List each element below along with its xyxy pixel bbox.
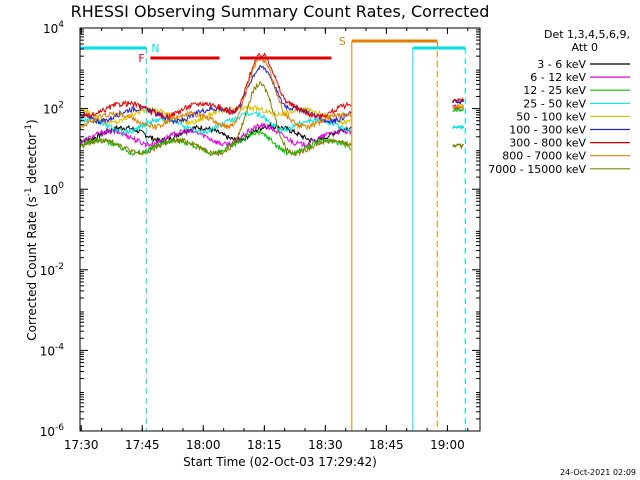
y-tick-label: 10-6: [40, 423, 65, 439]
x-tick-label: 18:30: [308, 438, 343, 452]
y-tick-label: 104: [43, 20, 64, 36]
y-tick-label: 102: [43, 101, 64, 117]
legend-title-line1: Det 1,3,4,5,6,9,: [544, 28, 630, 41]
series-line: [79, 52, 352, 121]
series-line: [79, 110, 352, 136]
timestamp: 24-Oct-2021 02:09: [560, 468, 636, 477]
x-tick-label: 18:45: [369, 438, 404, 452]
x-axis-label: Start Time (02-Oct-03 17:29:42): [183, 455, 377, 469]
y-tick-label: 100: [43, 181, 64, 197]
legend-entry-label: 6 - 12 keV: [530, 71, 586, 84]
series-line: [79, 81, 352, 157]
legend-entry-label: 100 - 300 keV: [509, 124, 586, 137]
legend-entry-label: 12 - 25 keV: [523, 84, 586, 97]
saa-flag-label: S: [339, 35, 346, 48]
legend-title-line2: Att 0: [572, 41, 598, 54]
y-axis: 10-6 10-4 10-2 100 102 104: [40, 20, 480, 439]
plot-frame: [79, 27, 481, 432]
legend-entry-label: 25 - 50 keV: [523, 97, 586, 110]
series-line: [79, 65, 352, 126]
y-axis-label: Corrected Count Rate (s-1 detector-1): [24, 119, 39, 340]
series-line-segment: [452, 105, 465, 110]
series-line-segment: [452, 106, 464, 112]
series-layer: [79, 52, 465, 157]
x-tick-label: 19:00: [430, 438, 465, 452]
x-axis: 17:30 17:45 18:00 18:15 18:30 18:45 19:00: [64, 28, 469, 452]
x-tick-label: 17:45: [125, 438, 160, 452]
y-tick-label: 10-4: [40, 342, 65, 358]
legend-entry-label: 800 - 7000 keV: [502, 150, 586, 163]
night-flag-label: N: [151, 42, 159, 55]
y-tick-label: 10-2: [40, 262, 64, 278]
legend-entry-label: 300 - 800 keV: [509, 137, 586, 150]
x-tick-label: 18:00: [186, 438, 221, 452]
flag-layer: NF S: [80, 35, 466, 431]
chart-title: RHESSI Observing Summary Count Rates, Co…: [71, 2, 490, 21]
series-line-segment: [452, 97, 465, 103]
x-tick-label: 17:30: [64, 438, 99, 452]
legend-entry-label: 7000 - 15000 keV: [488, 163, 586, 176]
series-line-segment: [452, 124, 465, 131]
series-line-segment: [452, 143, 464, 150]
flare-flag-label: F: [138, 52, 144, 65]
legend-entry-label: 50 - 100 keV: [516, 110, 586, 123]
series-line: [79, 57, 352, 131]
x-tick-label: 18:15: [247, 438, 282, 452]
legend-entry-label: 3 - 6 keV: [537, 58, 586, 71]
